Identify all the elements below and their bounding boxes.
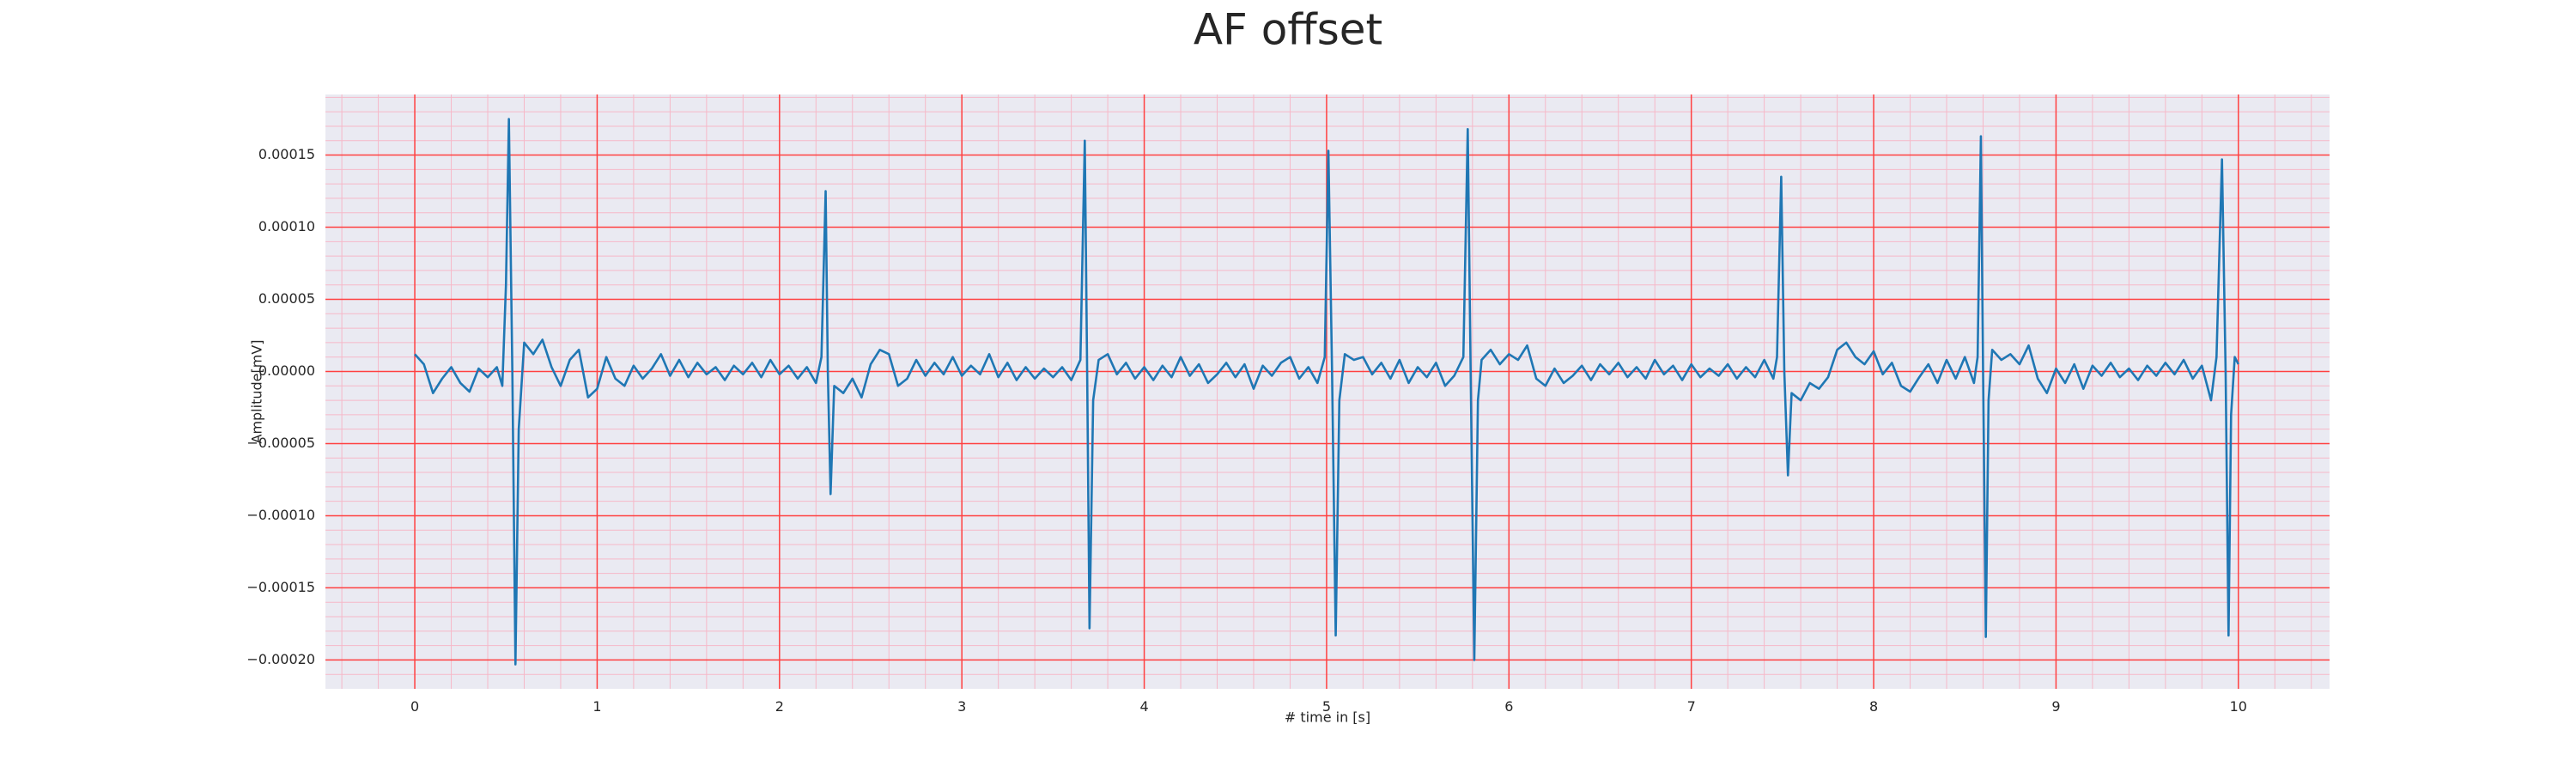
x-tick-label: 7 — [1687, 698, 1696, 715]
y-tick-label: 0.00000 — [258, 362, 315, 379]
x-tick-label: 5 — [1322, 698, 1331, 715]
y-axis-label: Amplitude[mV] — [249, 339, 265, 443]
y-tick-label: −0.00015 — [246, 579, 315, 595]
x-tick-label: 4 — [1139, 698, 1148, 715]
y-tick-label: −0.00020 — [246, 651, 315, 667]
data-line — [414, 118, 2239, 666]
y-tick-label: 0.00010 — [258, 218, 315, 234]
x-tick-label: 0 — [410, 698, 419, 715]
x-tick-label: 8 — [1869, 698, 1878, 715]
chart-title: AF offset — [1194, 5, 1382, 55]
x-axis-label: # time in [s] — [1285, 709, 1370, 726]
x-tick-label: 1 — [592, 698, 601, 715]
y-tick-label: 0.00005 — [258, 290, 315, 307]
y-tick-label: −0.00010 — [246, 507, 315, 523]
y-tick-label: 0.00015 — [258, 146, 315, 162]
x-tick-label: 9 — [2051, 698, 2060, 715]
y-tick-label: −0.00005 — [246, 435, 315, 451]
x-tick-label: 10 — [2230, 698, 2247, 715]
x-tick-label: 6 — [1504, 698, 1513, 715]
x-tick-label: 3 — [957, 698, 966, 715]
x-tick-label: 2 — [775, 698, 784, 715]
